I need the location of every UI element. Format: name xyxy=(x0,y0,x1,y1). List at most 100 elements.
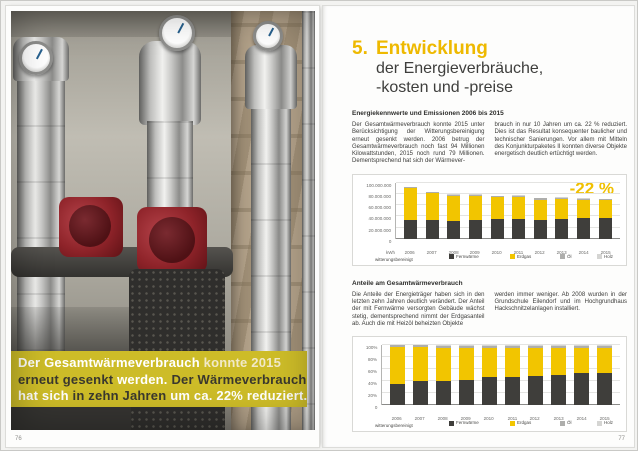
label-text: 100% xyxy=(365,346,377,351)
bar-slot xyxy=(432,345,455,406)
bar-segment xyxy=(459,380,474,406)
photo-expansion-vessel xyxy=(139,41,201,125)
x-axis-tick: 2015 xyxy=(593,407,616,422)
x-axis-tick: 2011 xyxy=(508,241,530,256)
bar-segment xyxy=(598,199,612,201)
chart-x-axis: 2006 2007 2008 2009 2010 2011 2012 2013 2014 2015 xyxy=(359,407,620,422)
stacked-bar xyxy=(469,183,483,239)
section2-column2: werden immer weniger. Ab 2008 wurden in … xyxy=(494,291,628,313)
y-axis-tick: 40.000.000 xyxy=(361,207,391,225)
bar-slot xyxy=(573,183,595,239)
bar-segment xyxy=(390,383,405,406)
bar-segment xyxy=(512,196,526,219)
chapter-number: 5. xyxy=(352,38,368,59)
chart-x-axis: kWh 2006 2007 2008 2009 2010 2011 2012 2013 2014 2… xyxy=(359,241,620,256)
bar-segment xyxy=(436,347,451,381)
bar-segment xyxy=(597,345,612,348)
x-axis-tick: 2015 xyxy=(594,241,616,256)
label-text: 80% xyxy=(367,358,377,363)
label-text: Öl xyxy=(567,254,572,260)
bar-segment xyxy=(482,345,497,346)
label-text: Holz xyxy=(603,421,613,426)
y-axis-tick: 100% xyxy=(362,336,377,354)
caption-segment: um ca. 22% reduziert. xyxy=(170,388,308,403)
photo-pipe xyxy=(302,11,315,430)
bar-segment xyxy=(482,345,497,348)
bar-segment xyxy=(505,345,520,348)
stacked-bar xyxy=(459,345,474,406)
bar-slot xyxy=(455,345,478,406)
gauge-needle-icon xyxy=(268,27,275,37)
chapter-title-line1: Entwicklung xyxy=(376,38,488,59)
bar-segment xyxy=(533,198,547,200)
label-text: 2013 xyxy=(553,417,564,422)
boiler-room-photo: Der Gesamtwärmeverbrauch konnte 2015 erne… xyxy=(11,11,315,430)
bar-segment xyxy=(490,195,504,197)
x-axis-labels: 2006 2007 2008 2009 2010 2011 2012 2013 2014 2015 xyxy=(395,241,620,256)
bar-segment xyxy=(425,220,439,239)
gridline xyxy=(396,181,620,183)
bar-slot xyxy=(478,345,501,406)
legend-item: Erdgas xyxy=(510,254,536,260)
chart-energy-carrier-shares: 0 20% 40% 60% 80% 100% 2006 2007 2008 2009 2010 201… xyxy=(352,336,627,433)
x-axis-tick: 2010 xyxy=(486,241,508,256)
label-text: 2011 xyxy=(513,250,524,256)
page-number-right: 77 xyxy=(618,436,625,442)
bar-segment xyxy=(413,347,428,381)
label-text: 2009 xyxy=(460,417,471,422)
chapter-title-line2: der Energieverbräuche, xyxy=(376,60,544,77)
label-text: 2015 xyxy=(600,250,611,256)
bar-slot xyxy=(594,183,616,239)
bar-slot xyxy=(443,183,465,239)
label-text: 2008 xyxy=(437,417,448,422)
bar-slot xyxy=(386,345,409,406)
chapter-title: 5. Entwicklung der Energieverbräuche, -k… xyxy=(352,39,627,97)
photo-pump-motor xyxy=(69,205,111,247)
legend-swatch xyxy=(596,420,602,426)
bar-segment xyxy=(577,198,591,200)
stacked-bar xyxy=(533,183,547,239)
stacked-bar xyxy=(390,345,405,406)
gridline xyxy=(396,215,620,217)
legend-swatch xyxy=(596,254,602,260)
bar-segment xyxy=(551,374,566,406)
stacked-bar xyxy=(404,183,418,239)
bar-segment xyxy=(447,194,461,195)
photo-caption-highlight: Der Gesamtwärmeverbrauch konnte 2015 erne… xyxy=(11,351,307,407)
bar-segment xyxy=(447,220,461,239)
bar-slot xyxy=(486,183,508,239)
bar-segment xyxy=(482,347,497,378)
gridline xyxy=(396,226,620,228)
legend-item: Öl xyxy=(560,254,573,260)
bar-segment xyxy=(404,220,418,239)
label-text: 2010 xyxy=(483,417,494,422)
bar-segment xyxy=(574,373,589,406)
bar-segment xyxy=(469,195,483,221)
bar-segment xyxy=(425,193,439,221)
caption-line: Der Gesamtwärmeverbrauch konnte 2015 xyxy=(18,355,307,372)
bar-slot xyxy=(530,183,552,239)
bar-segment xyxy=(555,197,569,200)
x-axis-tick: 2006 xyxy=(399,241,421,256)
stacked-bar xyxy=(512,183,526,239)
label-text: 2006 xyxy=(404,250,415,256)
label-text: Erdgas xyxy=(517,421,532,426)
label-text: 2014 xyxy=(576,417,587,422)
legend-item: Holz xyxy=(596,420,616,426)
bars-container xyxy=(396,183,620,239)
bar-slot xyxy=(524,345,547,406)
legend-swatch xyxy=(510,254,516,260)
chart-plot-area: 0 20% 40% 60% 80% 100% xyxy=(359,344,620,411)
legend-item: Fernwärme xyxy=(449,420,486,426)
bar-segment xyxy=(490,196,504,198)
y-axis-tick: 100.000.000 xyxy=(358,174,391,192)
bar-segment xyxy=(505,347,520,378)
x-axis-tick: 2009 xyxy=(454,407,477,422)
y-axis-tick: 60% xyxy=(365,360,377,378)
bar-slot xyxy=(501,345,524,406)
label-text: Fernwärme xyxy=(456,421,479,426)
label-text: 0 xyxy=(388,239,391,245)
bar-segment xyxy=(425,192,439,194)
bar-segment xyxy=(551,345,566,346)
